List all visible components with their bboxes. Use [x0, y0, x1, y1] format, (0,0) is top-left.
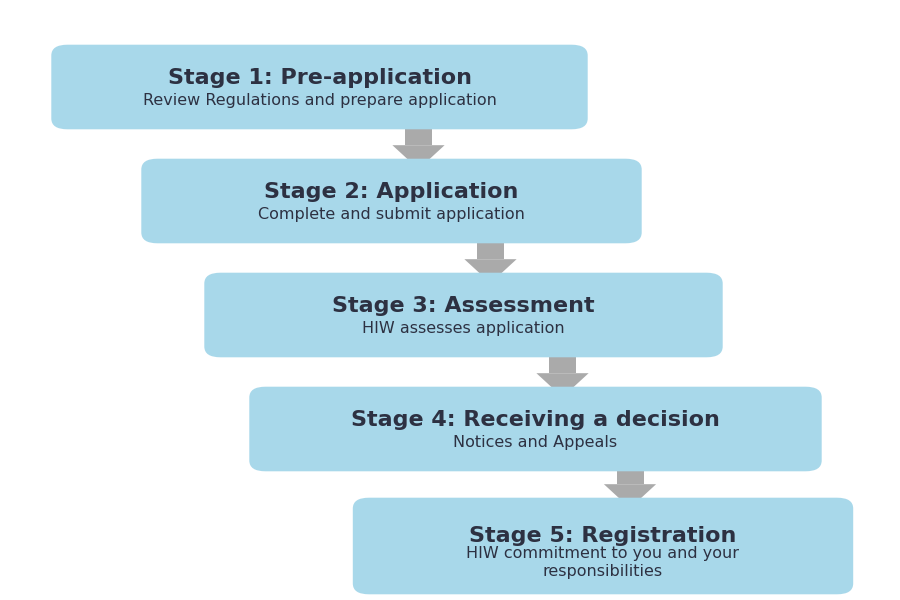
Polygon shape	[604, 484, 656, 508]
Text: Stage 5: Registration: Stage 5: Registration	[469, 526, 737, 545]
FancyBboxPatch shape	[141, 158, 642, 243]
Polygon shape	[536, 373, 589, 397]
FancyBboxPatch shape	[549, 347, 576, 373]
FancyBboxPatch shape	[51, 45, 588, 129]
FancyBboxPatch shape	[616, 461, 643, 484]
Text: Notices and Appeals: Notices and Appeals	[454, 436, 617, 451]
Text: HIW assesses application: HIW assesses application	[362, 322, 565, 337]
Text: Complete and submit application: Complete and submit application	[258, 208, 525, 223]
Text: Stage 2: Application: Stage 2: Application	[265, 182, 518, 202]
Text: Stage 4: Receiving a decision: Stage 4: Receiving a decision	[351, 410, 720, 430]
FancyBboxPatch shape	[477, 233, 504, 259]
Text: Review Regulations and prepare application: Review Regulations and prepare applicati…	[142, 94, 497, 109]
Polygon shape	[464, 259, 517, 283]
Text: Stage 1: Pre-application: Stage 1: Pre-application	[167, 68, 472, 88]
FancyBboxPatch shape	[249, 387, 822, 472]
Polygon shape	[392, 145, 445, 169]
Text: Stage 3: Assessment: Stage 3: Assessment	[332, 296, 595, 316]
FancyBboxPatch shape	[405, 119, 432, 145]
FancyBboxPatch shape	[204, 272, 723, 357]
FancyBboxPatch shape	[353, 497, 853, 594]
Text: HIW commitment to you and your
responsibilities: HIW commitment to you and your responsib…	[466, 546, 740, 578]
